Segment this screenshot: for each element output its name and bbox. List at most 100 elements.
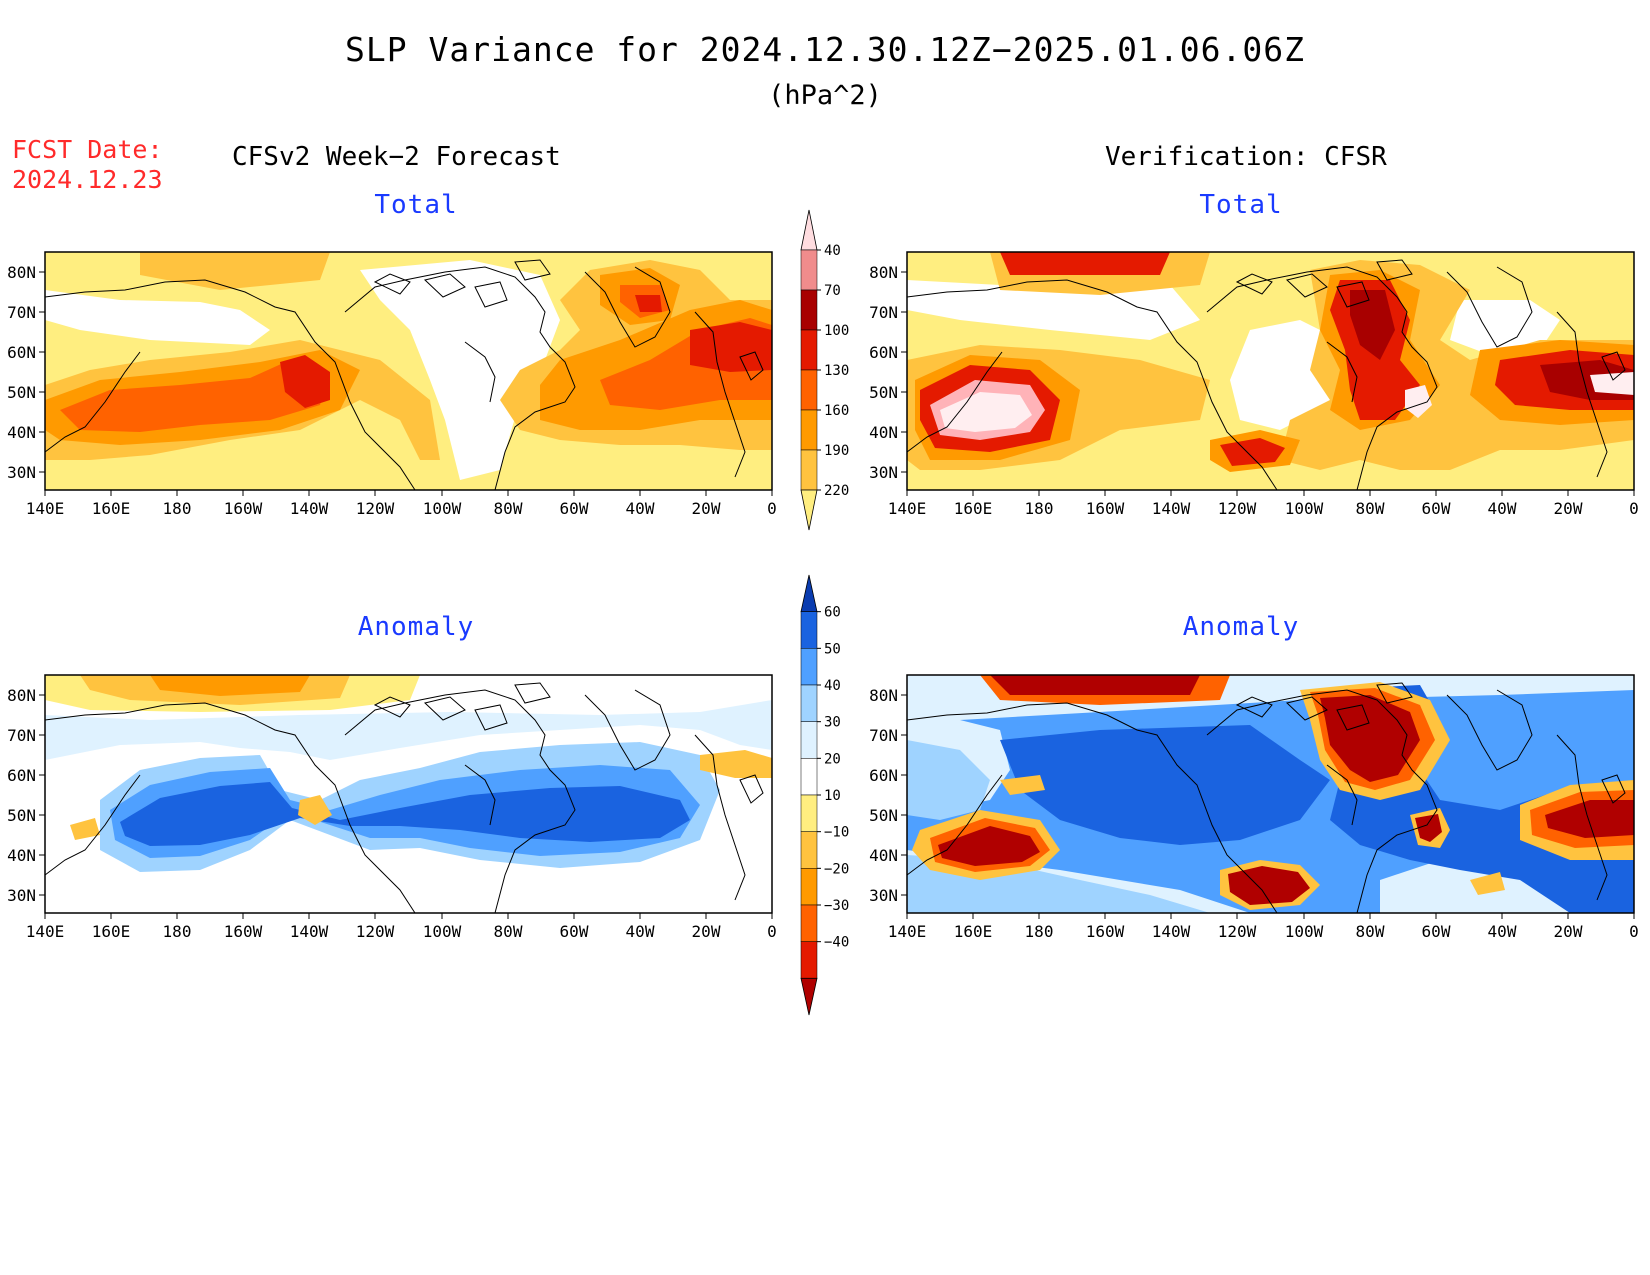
colorbar-total-tick-label: 160 xyxy=(824,403,849,419)
lat-label-verification-total: 50N xyxy=(869,383,898,402)
lon-label-forecast-anomaly: 0 xyxy=(767,922,777,941)
lon-label-forecast-anomaly: 40W xyxy=(626,922,655,941)
colorbar-anomaly-tick-label: −40 xyxy=(824,935,849,951)
colorbar-total-swatch xyxy=(800,489,818,531)
lon-label-verification-anomaly: 160E xyxy=(954,922,993,941)
lon-label-verification-total: 0 xyxy=(1629,499,1639,518)
lat-label-forecast-total: 50N xyxy=(7,383,36,402)
lat-label-forecast-total: 30N xyxy=(7,463,36,482)
lon-label-verification-total: 160E xyxy=(954,499,993,518)
lon-label-verification-anomaly: 140E xyxy=(888,922,927,941)
forecast-date-value: 2024.12.23 xyxy=(12,165,163,194)
lon-label-forecast-total: 160E xyxy=(92,499,131,518)
lat-label-forecast-anomaly: 40N xyxy=(7,846,36,865)
colorbar-total-swatch xyxy=(800,369,818,411)
lon-label-verification-total: 120W xyxy=(1218,499,1257,518)
lat-label-verification-total: 70N xyxy=(869,303,898,322)
lon-label-verification-anomaly: 0 xyxy=(1629,922,1639,941)
colorbar-anomaly-swatch xyxy=(800,611,818,649)
lon-label-forecast-total: 80W xyxy=(494,499,523,518)
map-verification-total xyxy=(900,251,1635,497)
units-label: (hPa^2) xyxy=(768,80,882,111)
lon-label-forecast-total: 140E xyxy=(26,499,65,518)
colorbar-anomaly-tick-label: −10 xyxy=(824,825,849,841)
forecast-date-label: FCST Date: xyxy=(12,135,163,164)
colorbar-anomaly-swatch xyxy=(800,977,818,1016)
lat-label-forecast-total: 70N xyxy=(7,303,36,322)
lon-label-verification-anomaly: 60W xyxy=(1422,922,1451,941)
lon-label-forecast-anomaly: 160E xyxy=(92,922,131,941)
colorbar-anomaly-swatch xyxy=(800,868,818,906)
colorbar-total-swatch xyxy=(800,449,818,491)
colorbar-total-tick-label: 40 xyxy=(824,243,841,259)
axis-labels: 80N 70N 60N 50N 40N 30N 140E 160E 180 160W 140W 120… xyxy=(7,263,1639,941)
lat-label-verification-anomaly: 40N xyxy=(869,846,898,865)
lat-label-verification-total: 40N xyxy=(869,423,898,442)
lat-label-forecast-anomaly: 30N xyxy=(7,886,36,905)
colorbar-total-swatch xyxy=(800,329,818,371)
lon-label-forecast-anomaly: 140E xyxy=(26,922,65,941)
lon-label-verification-total: 140E xyxy=(888,499,927,518)
panel-title-verification-anomaly: Anomaly xyxy=(1182,612,1300,642)
colorbar-anomaly-tick-label: 20 xyxy=(824,751,841,767)
lon-label-forecast-total: 0 xyxy=(767,499,777,518)
lon-label-forecast-total: 40W xyxy=(626,499,655,518)
colorbar-total-swatch xyxy=(800,289,818,331)
lon-label-forecast-anomaly: 160W xyxy=(224,922,263,941)
colorbar-anomaly-swatch xyxy=(800,904,818,942)
lat-label-verification-total: 30N xyxy=(869,463,898,482)
colorbar-total-swatch xyxy=(800,409,818,451)
lon-label-forecast-anomaly: 120W xyxy=(356,922,395,941)
lon-label-verification-total: 60W xyxy=(1422,499,1451,518)
lat-label-verification-total: 60N xyxy=(869,343,898,362)
colorbar-total-swatch xyxy=(800,249,818,291)
colorbar-anomaly-tick-label: 30 xyxy=(824,715,841,731)
colorbar-anomaly-swatch xyxy=(800,794,818,832)
lon-label-verification-anomaly: 80W xyxy=(1356,922,1385,941)
lon-label-forecast-total: 120W xyxy=(356,499,395,518)
lon-label-verification-anomaly: 100W xyxy=(1285,922,1324,941)
lat-label-verification-anomaly: 60N xyxy=(869,766,898,785)
lat-label-verification-anomaly: 30N xyxy=(869,886,898,905)
forecast-date-block: FCST Date: 2024.12.23 xyxy=(12,135,163,195)
lon-label-forecast-anomaly: 180 xyxy=(163,922,192,941)
lon-label-forecast-total: 20W xyxy=(692,499,721,518)
map-verification-anomaly xyxy=(900,674,1635,920)
lon-label-verification-total: 100W xyxy=(1285,499,1324,518)
lat-label-verification-anomaly: 80N xyxy=(869,686,898,705)
colorbar-total-tick-label: 100 xyxy=(824,323,849,339)
lat-label-verification-anomaly: 70N xyxy=(869,726,898,745)
panel-title-forecast-anomaly: Anomaly xyxy=(357,612,475,642)
lon-label-verification-total: 20W xyxy=(1554,499,1583,518)
lat-label-forecast-anomaly: 70N xyxy=(7,726,36,745)
lat-label-forecast-total: 60N xyxy=(7,343,36,362)
colorbar-total: 40 70 100 130 160 190 220 xyxy=(800,209,849,531)
lon-label-forecast-anomaly: 100W xyxy=(423,922,462,941)
lat-label-verification-total: 80N xyxy=(869,263,898,282)
lon-label-verification-anomaly: 160W xyxy=(1086,922,1125,941)
lon-label-forecast-total: 180 xyxy=(163,499,192,518)
colorbar-anomaly: 60 50 40 30 20 10 −10 −20 −30 −40 xyxy=(800,574,849,1016)
panel-title-forecast-total: Total xyxy=(374,190,458,220)
colorbar-anomaly-tick-label: 40 xyxy=(824,678,841,694)
colorbar-anomaly-swatch xyxy=(800,831,818,869)
lon-label-verification-total: 80W xyxy=(1356,499,1385,518)
lat-label-verification-anomaly: 50N xyxy=(869,806,898,825)
colorbar-total-tick-label: 130 xyxy=(824,363,849,379)
lon-label-verification-total: 160W xyxy=(1086,499,1125,518)
colorbar-anomaly-tick-label: 60 xyxy=(824,605,841,621)
lon-label-forecast-total: 140W xyxy=(290,499,329,518)
colorbar-total-tick-label: 190 xyxy=(824,443,849,459)
lon-label-verification-anomaly: 20W xyxy=(1554,922,1583,941)
colorbar-total-tick-label: 70 xyxy=(824,283,841,299)
colorbar-total-tick-label: 220 xyxy=(824,483,849,499)
lat-label-forecast-anomaly: 80N xyxy=(7,686,36,705)
lat-label-forecast-anomaly: 60N xyxy=(7,766,36,785)
lon-label-forecast-anomaly: 20W xyxy=(692,922,721,941)
right-column-header: Verification: CFSR xyxy=(1105,142,1387,172)
colorbar-anomaly-tick-label: −20 xyxy=(824,861,849,877)
colorbar-anomaly-swatch xyxy=(800,758,818,796)
colorbar-anomaly-tick-label: −30 xyxy=(824,898,849,914)
colorbar-anomaly-swatch xyxy=(800,648,818,686)
